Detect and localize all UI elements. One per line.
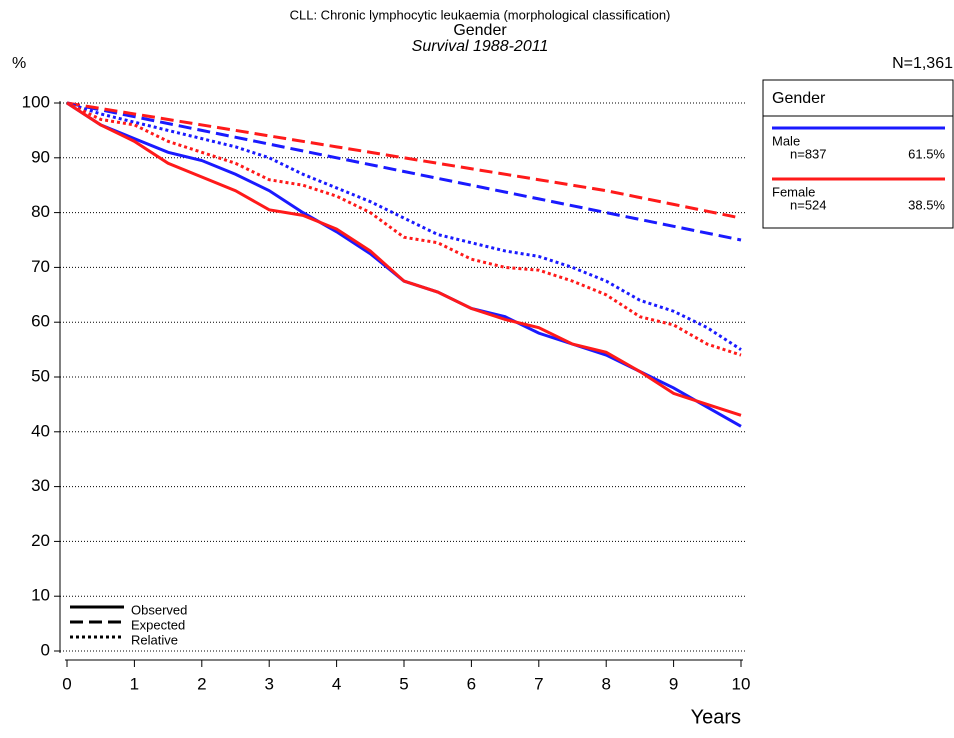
legend-share: 38.5% [908, 197, 945, 212]
legend-n: n=837 [790, 146, 827, 161]
x-tick-label: 1 [130, 674, 139, 693]
y-tick-label: 40 [31, 421, 50, 440]
style-label: Relative [131, 632, 178, 647]
y-tick-label: 80 [31, 202, 50, 221]
y-tick-label: 0 [41, 640, 50, 659]
x-tick-label: 4 [332, 674, 341, 693]
legend-share: 61.5% [908, 146, 945, 161]
x-tick-label: 8 [601, 674, 610, 693]
chart-subtitle: Gender [453, 22, 507, 39]
x-tick-label: 3 [264, 674, 273, 693]
x-tick-label: 9 [669, 674, 678, 693]
legend-title: Gender [772, 90, 826, 107]
style-label: Expected [131, 617, 185, 632]
legend-box [762, 79, 954, 229]
y-tick-label: 60 [31, 312, 50, 331]
x-tick-label: 7 [534, 674, 543, 693]
legend-name: Male [772, 133, 800, 148]
y-tick-label: 10 [31, 586, 50, 605]
x-axis-label: Years [691, 706, 741, 728]
y-tick-label: 50 [31, 366, 50, 385]
legend-name: Female [772, 184, 815, 199]
x-tick-label: 0 [62, 674, 71, 693]
survival-line [66, 101, 742, 357]
legend-n: n=524 [790, 197, 827, 212]
y-tick-label: 70 [31, 257, 50, 276]
survival-line [66, 101, 742, 242]
survival-line [66, 101, 742, 351]
y-tick-label: 90 [31, 147, 50, 166]
x-tick-label: 10 [732, 674, 751, 693]
chart-title: CLL: Chronic lymphocytic leukaemia (morp… [290, 7, 671, 22]
survival-line [66, 101, 742, 428]
x-tick-label: 6 [467, 674, 476, 693]
survival-line [66, 101, 742, 417]
total: N=1,361 [892, 55, 953, 72]
x-tick-label: 5 [399, 674, 408, 693]
y-tick-label: 20 [31, 531, 50, 550]
y-tick-label: 100 [22, 92, 50, 111]
x-tick-label: 2 [197, 674, 206, 693]
survival-line [66, 101, 742, 220]
period: Survival 1988-2011 [412, 38, 549, 55]
y-axis-label: % [12, 55, 26, 72]
y-tick-label: 30 [31, 476, 50, 495]
style-label: Observed [131, 602, 187, 617]
